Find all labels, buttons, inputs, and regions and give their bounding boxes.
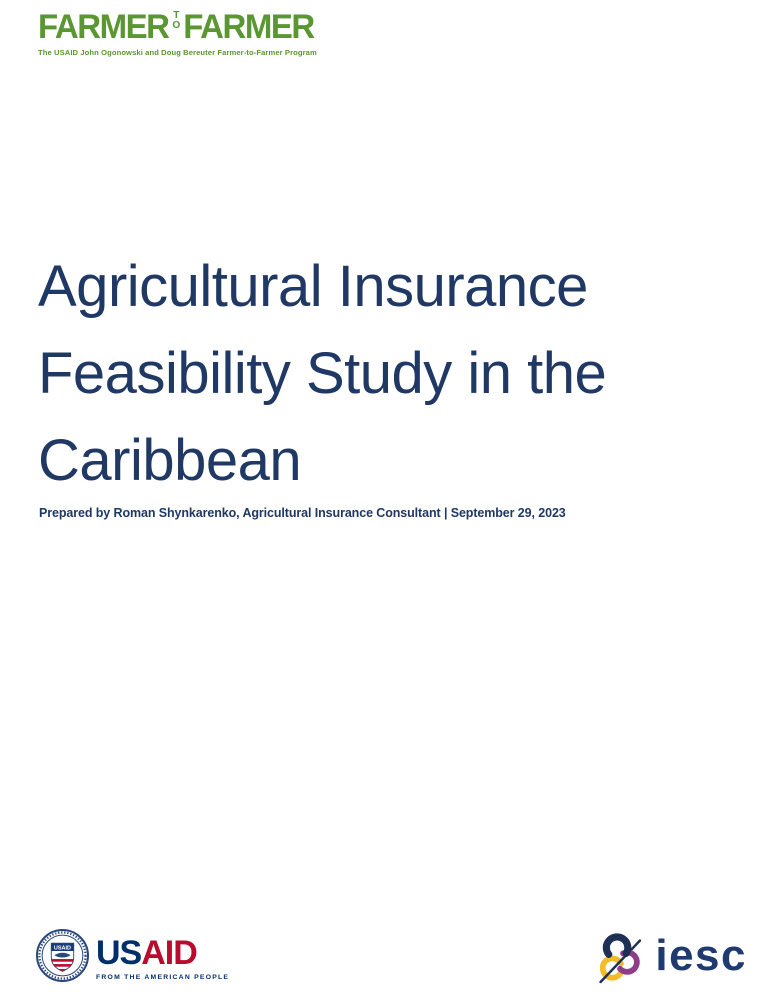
iesc-mark-icon (599, 933, 642, 984)
usaid-wordmark-block: USAID FROM THE AMERICAN PEOPLE (96, 936, 229, 981)
usaid-tagline: FROM THE AMERICAN PEOPLE (96, 974, 230, 981)
usaid-seal-label: USAID (54, 946, 71, 952)
title-line-1: Agricultural Insurance (38, 254, 588, 319)
usaid-logo: USAID USAID FROM THE AMERICAN PEOPLE (36, 929, 229, 982)
title-line-2: Feasibility Study in the (38, 341, 607, 406)
ftf-word-left: FARMER (38, 8, 170, 46)
iesc-wordmark: iesc (655, 931, 747, 980)
byline: Prepared by Roman Shynkarenko, Agricultu… (39, 506, 566, 520)
usaid-word-us: US (96, 934, 142, 972)
usaid-seal-icon: USAID (36, 929, 89, 982)
title-line-3: Caribbean (38, 428, 302, 493)
usaid-word-aid: AID (141, 934, 198, 972)
usaid-seal-eagle (54, 952, 71, 958)
farmer-to-farmer-wordmark: FARMER T O FARMER (38, 8, 315, 46)
ftf-tagline: The USAID John Ogonowski and Doug Bereut… (38, 48, 317, 57)
ftf-to-stack: T O (172, 9, 181, 31)
usaid-wordmark: USAID (96, 936, 229, 970)
ftf-to-bottom: O (172, 18, 181, 31)
page-title: Agricultural Insurance Feasibility Study… (38, 243, 607, 504)
farmer-to-farmer-logo: FARMER T O FARMER The USAID John Ogonows… (38, 10, 322, 57)
ftf-word-right: FARMER (183, 8, 315, 46)
iesc-logo: iesc (597, 931, 747, 987)
ftf-to-top: T (173, 9, 180, 21)
